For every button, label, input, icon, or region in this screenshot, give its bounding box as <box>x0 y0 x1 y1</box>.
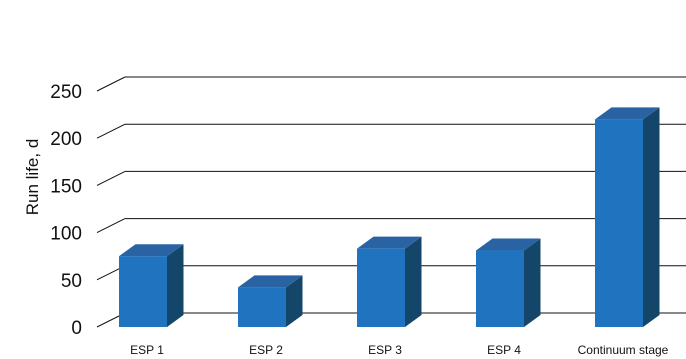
bar-side <box>405 236 422 327</box>
bar-top <box>595 107 660 120</box>
y-tick-label: 50 <box>61 271 82 292</box>
y-tick-label: 250 <box>50 82 82 103</box>
bar-side <box>643 107 660 327</box>
y-tick-label: 200 <box>50 129 82 150</box>
y-tick-label: 0 <box>71 318 82 339</box>
x-category-label: ESP 1 <box>130 343 164 357</box>
bar-front <box>119 256 167 327</box>
gridline-stub <box>96 218 126 234</box>
chart-grid <box>96 76 686 328</box>
x-axis-categories: ESP 1 ESP 2 ESP 3 ESP 4 Continuum stage <box>130 343 669 357</box>
bar-top <box>357 236 422 249</box>
gridline-stub <box>96 123 126 139</box>
bar-front <box>595 119 643 327</box>
bar-side <box>167 244 184 327</box>
bar <box>357 236 422 327</box>
bar <box>595 107 660 327</box>
bar-front <box>357 248 405 327</box>
bar-front <box>238 287 286 327</box>
y-tick-label: 100 <box>50 224 82 245</box>
x-category-label: ESP 2 <box>249 343 283 357</box>
y-tick-label: 150 <box>50 176 82 197</box>
bar-top <box>238 275 303 288</box>
x-category-label: ESP 4 <box>487 343 521 357</box>
bar-top <box>119 244 184 257</box>
y-axis-ticks: 0 50 100 150 200 250 <box>50 82 82 339</box>
x-category-label: ESP 3 <box>368 343 402 357</box>
bar-top <box>476 238 541 251</box>
chart-bars <box>119 107 660 327</box>
bar-side <box>286 275 303 327</box>
bar-front <box>476 250 524 327</box>
x-category-label: Continuum stage <box>578 343 669 357</box>
bar <box>476 238 541 327</box>
y-axis-label: Run life, d <box>23 139 42 216</box>
gridline-stub <box>96 76 126 92</box>
bar <box>119 244 184 327</box>
bar <box>238 275 303 327</box>
bar-side <box>524 238 541 327</box>
gridline-stub <box>96 170 126 186</box>
